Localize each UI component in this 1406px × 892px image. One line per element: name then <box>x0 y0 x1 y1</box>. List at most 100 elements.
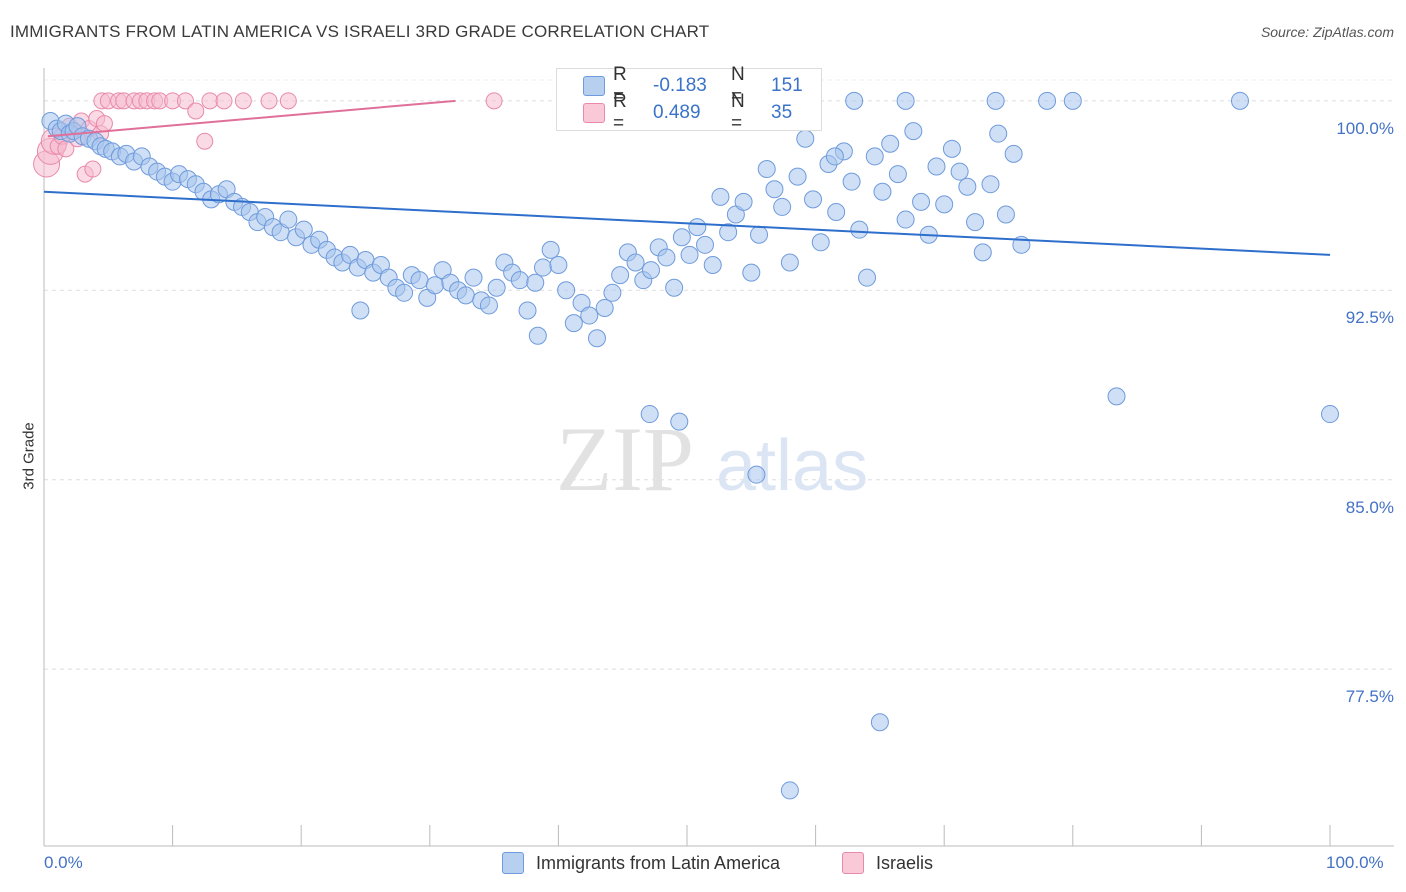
data-point-latin-america <box>665 278 684 297</box>
data-point-latin-america <box>672 228 691 247</box>
data-point-latin-america <box>487 278 506 297</box>
data-point-latin-america <box>870 713 889 732</box>
data-point-latin-america <box>464 268 483 287</box>
data-point-latin-america <box>773 197 792 216</box>
data-point-israelis <box>196 132 214 150</box>
data-point-latin-america <box>510 271 529 290</box>
data-point-latin-america <box>804 190 823 209</box>
data-point-latin-america <box>611 266 630 285</box>
data-point-latin-america <box>1038 91 1057 110</box>
legend-item-israelis[interactable]: Israelis <box>842 852 933 874</box>
data-point-latin-america <box>734 192 753 211</box>
data-point-latin-america <box>796 129 815 148</box>
chart-title: IMMIGRANTS FROM LATIN AMERICA VS ISRAELI… <box>10 22 710 41</box>
data-point-latin-america <box>981 175 1000 194</box>
data-point-latin-america <box>696 235 715 254</box>
data-point-latin-america <box>294 220 313 239</box>
data-point-latin-america <box>842 172 861 191</box>
data-point-israelis <box>84 160 102 178</box>
legend-swatch-blue <box>583 76 605 96</box>
data-point-israelis <box>176 92 194 110</box>
data-point-latin-america <box>640 405 659 424</box>
data-point-latin-america <box>966 213 985 232</box>
x-tick-label-min: 0.0% <box>44 853 83 872</box>
data-point-latin-america <box>626 253 645 272</box>
series-israelis <box>33 92 503 183</box>
trend-line-israelis <box>47 99 456 138</box>
data-point-latin-america <box>456 286 475 305</box>
data-point-israelis <box>201 92 219 110</box>
data-point-israelis <box>95 115 113 133</box>
data-point-latin-america <box>395 283 414 302</box>
data-point-latin-america <box>528 326 547 345</box>
grid-lines <box>44 79 1394 670</box>
data-point-latin-america <box>1063 91 1082 110</box>
data-point-latin-america <box>958 177 977 196</box>
watermark-atlas: atlas <box>716 426 868 506</box>
data-point-latin-america <box>1321 405 1339 424</box>
data-point-latin-america <box>927 157 946 176</box>
series-latin-america <box>41 91 1339 800</box>
data-point-latin-america <box>973 243 992 262</box>
data-point-latin-america <box>742 263 761 282</box>
legend-swatch-pink <box>583 103 605 123</box>
data-point-latin-america <box>912 192 931 211</box>
data-point-latin-america <box>711 187 730 206</box>
r-label: R = <box>613 91 627 134</box>
data-point-latin-america <box>410 271 429 290</box>
data-point-latin-america <box>780 253 799 272</box>
data-point-latin-america <box>935 195 954 214</box>
legend-label-latin-america: Immigrants from Latin America <box>536 852 781 873</box>
stats-legend: R = -0.183 N = 151 R = 0.489 N = 35 <box>556 64 822 134</box>
data-point-israelis <box>187 102 205 120</box>
legend-item-latin-america[interactable]: Immigrants from Latin America <box>502 852 780 874</box>
n-label: N = <box>731 91 745 134</box>
axes <box>43 68 1394 847</box>
data-point-latin-america <box>425 276 444 295</box>
data-point-latin-america <box>850 220 869 239</box>
data-point-latin-america <box>942 139 961 158</box>
data-point-latin-america <box>641 261 660 280</box>
data-point-latin-america <box>1107 387 1126 406</box>
watermark: ZIP atlas <box>556 408 868 510</box>
data-point-latin-america <box>986 91 1005 110</box>
r-value: -0.183 <box>653 75 707 96</box>
data-point-latin-america <box>865 147 884 166</box>
data-point-latin-america <box>351 301 370 320</box>
data-point-latin-america <box>904 122 923 141</box>
data-point-israelis <box>234 92 252 110</box>
legend-swatch-blue <box>502 852 524 874</box>
data-point-israelis <box>215 92 233 110</box>
data-point-latin-america <box>518 301 537 320</box>
r-value: 0.489 <box>653 102 701 123</box>
data-point-latin-america <box>757 160 776 179</box>
source-label: Source: ZipAtlas.com <box>1260 24 1394 40</box>
data-point-latin-america <box>587 329 606 348</box>
data-point-latin-america <box>657 248 676 267</box>
data-point-israelis <box>279 92 297 110</box>
data-point-israelis <box>260 92 278 110</box>
data-point-latin-america <box>888 165 907 184</box>
data-point-latin-america <box>827 202 846 221</box>
data-point-latin-america <box>950 162 969 181</box>
n-label: N = <box>731 64 745 107</box>
data-point-latin-america <box>541 240 560 259</box>
data-point-latin-america <box>549 256 568 275</box>
data-point-latin-america <box>479 296 498 315</box>
data-point-israelis <box>485 92 503 110</box>
trend-line-latin-america <box>43 190 1331 256</box>
data-point-latin-america <box>580 306 599 325</box>
data-point-latin-america <box>788 167 807 186</box>
data-point-latin-america <box>564 314 583 333</box>
trend-lines <box>43 99 1331 256</box>
data-point-latin-america <box>680 245 699 264</box>
y-tick-label: 85.0% <box>1345 497 1394 517</box>
data-point-latin-america <box>896 210 915 229</box>
data-point-latin-america <box>688 218 707 237</box>
data-point-latin-america <box>896 91 915 110</box>
y-tick-label: 77.5% <box>1345 687 1394 707</box>
data-point-latin-america <box>750 225 769 244</box>
data-point-latin-america <box>557 281 576 300</box>
series-legend: Immigrants from Latin America Israelis <box>0 852 1406 878</box>
